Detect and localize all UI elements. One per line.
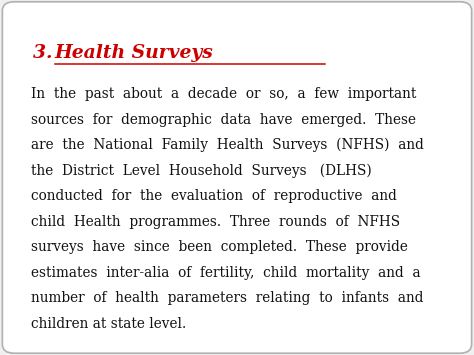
Text: In  the  past  about  a  decade  or  so,  a  few  important: In the past about a decade or so, a few … xyxy=(31,87,416,101)
Text: the  District  Level  Household  Surveys   (DLHS): the District Level Household Surveys (DL… xyxy=(31,164,372,178)
Text: sources  for  demographic  data  have  emerged.  These: sources for demographic data have emerge… xyxy=(31,113,416,126)
Text: 3.: 3. xyxy=(33,44,59,62)
Text: Health Surveys: Health Surveys xyxy=(55,44,213,62)
Text: children at state level.: children at state level. xyxy=(31,317,186,331)
Text: are  the  National  Family  Health  Surveys  (NFHS)  and: are the National Family Health Surveys (… xyxy=(31,138,424,153)
Text: child  Health  programmes.  Three  rounds  of  NFHS: child Health programmes. Three rounds of… xyxy=(31,215,400,229)
Text: estimates  inter-alia  of  fertility,  child  mortality  and  a: estimates inter-alia of fertility, child… xyxy=(31,266,420,280)
Text: conducted  for  the  evaluation  of  reproductive  and: conducted for the evaluation of reproduc… xyxy=(31,189,397,203)
Text: number  of  health  parameters  relating  to  infants  and: number of health parameters relating to … xyxy=(31,291,423,305)
Text: surveys  have  since  been  completed.  These  provide: surveys have since been completed. These… xyxy=(31,240,408,254)
